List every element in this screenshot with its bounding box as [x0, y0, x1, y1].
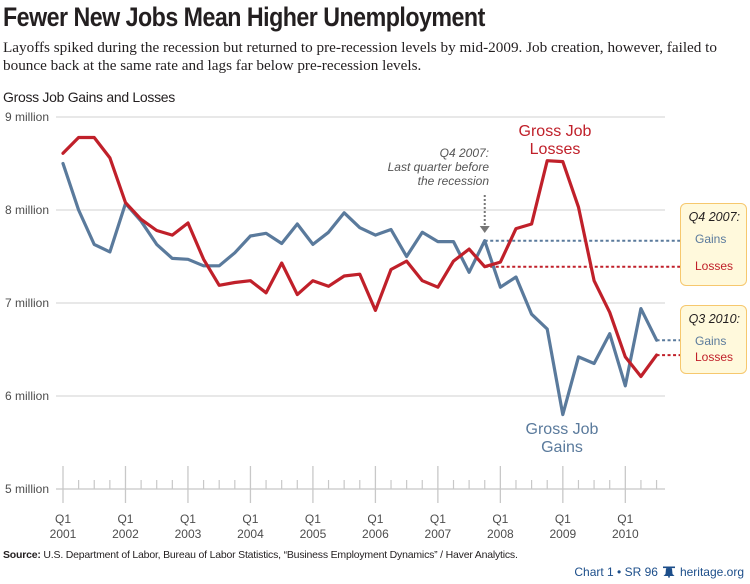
source-label: Source:: [3, 549, 41, 561]
gross-job-losses-line: [61, 135, 659, 379]
y-tick-label: 9 million: [5, 110, 49, 124]
recession-annotation-text: Q4 2007:: [440, 146, 489, 160]
x-tick-year: 2007: [425, 527, 452, 541]
q3-2010-callout-box: Q3 2010: Gains Losses: [680, 305, 747, 374]
q4-2007-gains-label: Gains: [695, 232, 727, 246]
q4-2007-callout-title: Q4 2007:: [688, 210, 740, 224]
losses-series-label: Losses: [530, 141, 581, 158]
gridlines: [56, 116, 665, 397]
x-tick-year: 2001: [50, 527, 77, 541]
x-tick-quarter: Q1: [617, 512, 633, 526]
x-tick-quarter: Q1: [492, 512, 508, 526]
chart-id: Chart 1 • SR 96: [574, 565, 658, 579]
x-tick-quarter: Q1: [367, 512, 383, 526]
y-tick-label: 8 million: [5, 203, 49, 217]
gains-series-label: Gains: [541, 439, 583, 456]
x-tick-quarter: Q1: [305, 512, 321, 526]
x-tick-quarter: Q1: [180, 512, 196, 526]
x-tick-year: 2005: [300, 527, 327, 541]
x-tick-year: 2008: [487, 527, 514, 541]
y-tick-label: 6 million: [5, 389, 49, 403]
q3-2010-losses-label: Losses: [695, 350, 734, 364]
q4-2007-callout-box: Q4 2007: Gains Losses: [680, 203, 747, 286]
x-tick-year: 2009: [549, 527, 576, 541]
q3-2010-callout-title: Q3 2010:: [688, 312, 740, 326]
subtitle: Layoffs spiked during the recession but …: [3, 39, 717, 74]
chart-credit: Chart 1 • SR 96 heritage.org: [574, 565, 744, 579]
x-tick-quarter: Q1: [55, 512, 71, 526]
gross-job-gains-line: [61, 161, 659, 417]
x-tick-year: 2003: [175, 527, 202, 541]
liberty-bell-icon: [662, 566, 675, 578]
chart-title: Gross Job Gains and Losses: [3, 89, 175, 105]
series-lines: [61, 135, 659, 417]
page-title: Fewer New Jobs Mean Higher Unemployment: [3, 2, 485, 32]
x-tick-year: 2004: [237, 527, 264, 541]
x-tick-year: 2010: [612, 527, 639, 541]
y-tick-label: 7 million: [5, 296, 49, 310]
x-tick-quarter: Q1: [430, 512, 446, 526]
arrow-down-icon: [479, 226, 490, 233]
y-tick-label: 5 million: [5, 482, 49, 496]
losses-series-label: Gross Job: [519, 123, 592, 140]
recession-annotation-text: Last quarter before: [388, 160, 490, 174]
site-link[interactable]: heritage.org: [679, 565, 744, 579]
x-tick-year: 2002: [112, 527, 139, 541]
x-axis: Q12001Q12002Q12003Q12004Q12005Q12006Q120…: [50, 466, 665, 541]
source-text: U.S. Department of Labor, Bureau of Labo…: [40, 549, 518, 561]
recession-annotation-text: the recession: [418, 174, 490, 188]
x-tick-quarter: Q1: [555, 512, 571, 526]
gains-series-label: Gross Job: [526, 421, 599, 438]
q4-2007-losses-label: Losses: [695, 259, 734, 273]
source-note: Source: U.S. Department of Labor, Bureau…: [3, 549, 518, 561]
x-tick-year: 2006: [362, 527, 389, 541]
y-axis-labels: 9 million 8 million 7 million 6 million 5 mi…: [5, 110, 49, 496]
x-tick-quarter: Q1: [117, 512, 133, 526]
x-tick-quarter: Q1: [242, 512, 258, 526]
q3-2010-gains-label: Gains: [695, 334, 727, 348]
